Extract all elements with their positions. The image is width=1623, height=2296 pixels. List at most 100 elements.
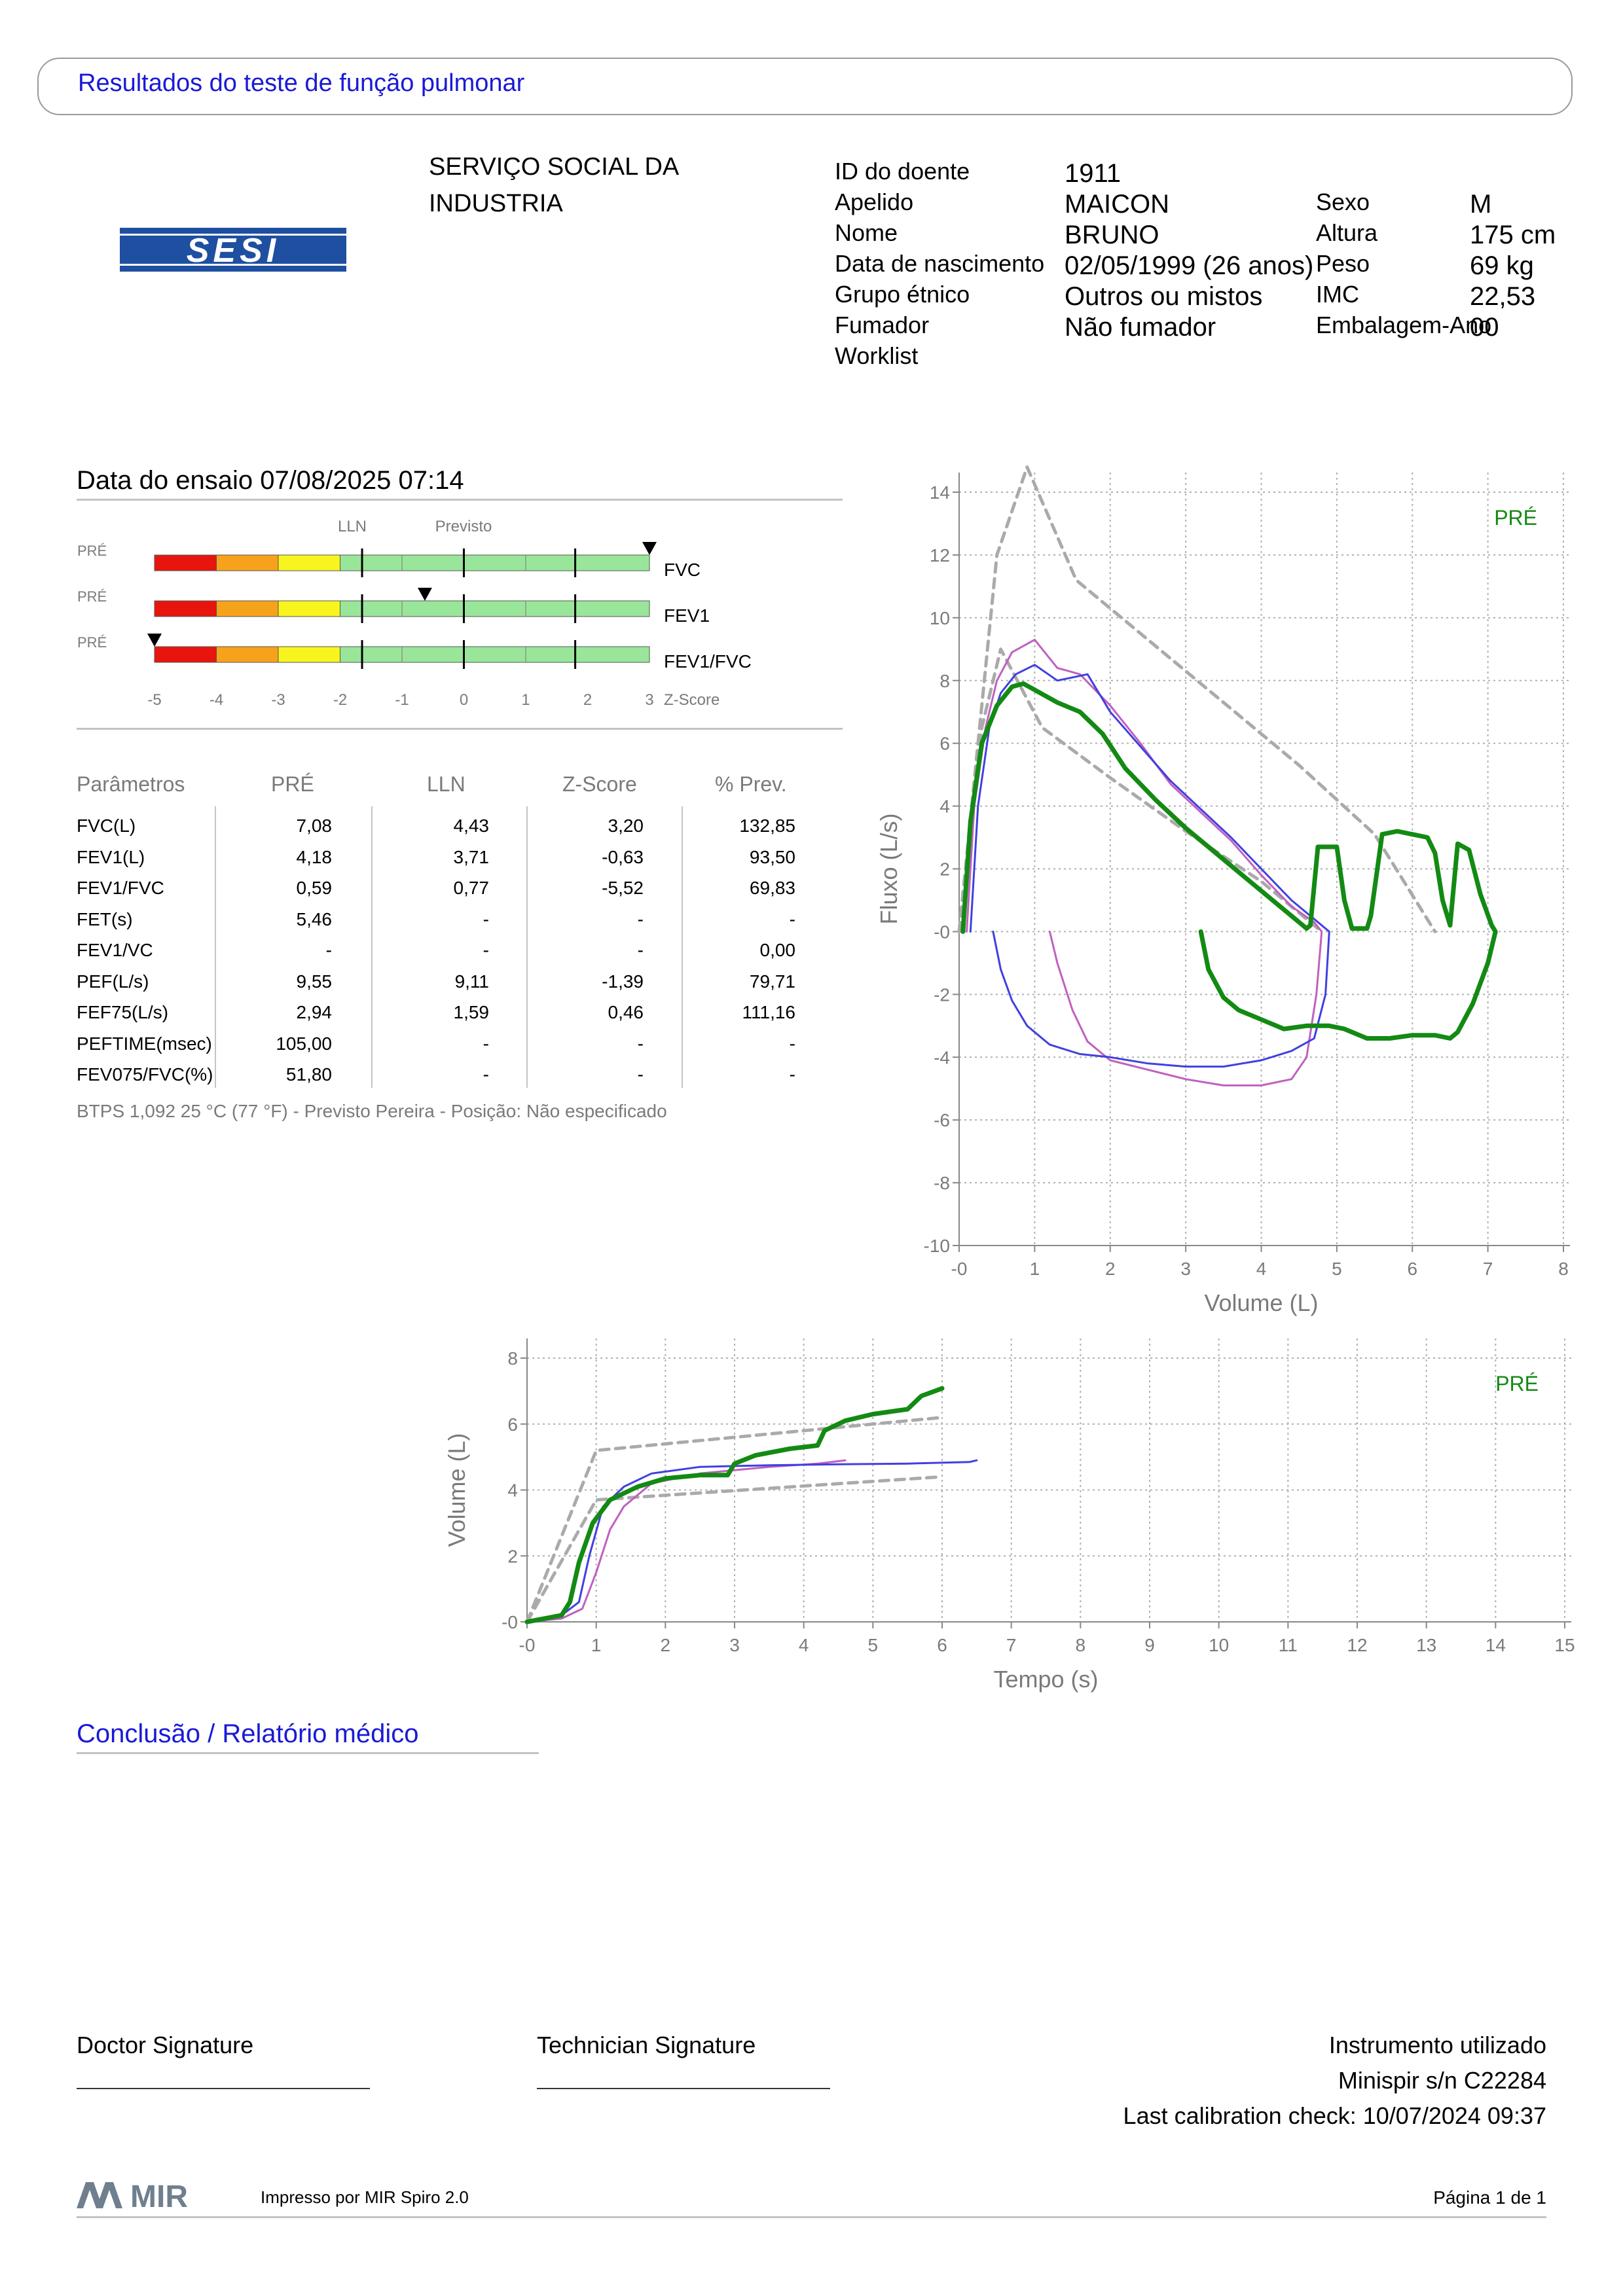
param-header-name: Parâmetros: [77, 772, 185, 796]
param-lln: -: [483, 908, 489, 929]
patient-weight: 69 kg: [1470, 251, 1534, 280]
y-tick-label: -0: [501, 1612, 518, 1632]
zscore-band: [154, 600, 217, 617]
x-tick-label: 7: [1006, 1635, 1017, 1655]
patient-birthdate: 02/05/1999 (26 anos): [1065, 251, 1314, 280]
x-tick-label: 11: [1279, 1635, 1298, 1655]
y-tick-label: 4: [507, 1480, 518, 1501]
param-pre: 9,55: [296, 971, 333, 992]
param-prev: 132,85: [739, 816, 795, 836]
patient-smoker: Não fumador: [1065, 313, 1216, 342]
predicted-curve: [957, 647, 1324, 933]
measured-curve: [966, 638, 1323, 1086]
zscore-band: [278, 554, 340, 571]
param-zscore: -5,52: [602, 878, 644, 898]
param-name: FET(s): [77, 908, 133, 929]
x-tick-label: 12: [1347, 1635, 1367, 1655]
column-divider: [371, 806, 373, 1088]
patient-sex: M: [1470, 190, 1492, 219]
technician-signature-line: [537, 2088, 830, 2089]
param-lln: -: [483, 940, 489, 960]
param-name: FVC(L): [77, 816, 136, 836]
param-zscore: -0,63: [602, 846, 644, 867]
zscore-band: [278, 646, 340, 663]
zscore-tick-label: 0: [460, 691, 468, 709]
param-pre: -: [325, 940, 332, 960]
divider: [77, 499, 843, 501]
zscore-parameter-label: FEV1/FVC: [664, 651, 752, 672]
y-tick-label: -6: [934, 1110, 950, 1130]
param-pre: 2,94: [296, 1002, 333, 1022]
predicted-curve: [957, 465, 1437, 933]
conclusion-title: Conclusão / Relatório médico: [77, 1719, 419, 1748]
measured-curve: [526, 1459, 847, 1623]
report-header: Resultados do teste de função pulmonar: [37, 58, 1573, 115]
param-pre: 51,80: [285, 1064, 332, 1085]
param-header-pre: PRÉ: [271, 772, 314, 796]
param-zscore: -: [637, 908, 644, 929]
test-date: Data do ensaio 07/08/2025 07:14: [77, 466, 464, 495]
patient-id: 1911: [1065, 159, 1122, 188]
doctor-signature-line: [77, 2088, 370, 2089]
footer-divider: [77, 2216, 1546, 2218]
x-tick-label: 7: [1483, 1259, 1493, 1279]
measured-curve: [960, 681, 1498, 1041]
param-zscore: -: [637, 1064, 644, 1085]
param-lln: 1,59: [453, 1002, 490, 1022]
x-tick-label: 3: [729, 1635, 740, 1655]
svg-text:MIR: MIR: [130, 2179, 188, 2211]
y-tick-label: 6: [939, 734, 950, 754]
param-name: PEF(L/s): [77, 971, 149, 992]
param-pre: 5,46: [296, 908, 333, 929]
instrument-model: Minispir s/n C22284: [1338, 2067, 1546, 2094]
patient-labels: ID do doente Apelido Nome Data de nascim…: [835, 156, 1044, 371]
x-tick-label: 6: [937, 1635, 947, 1655]
sesi-logo: SESI: [120, 228, 346, 272]
instrument-label: Instrumento utilizado: [1328, 2032, 1546, 2058]
patient-label: Nome: [835, 219, 898, 246]
x-tick-label: 9: [1144, 1635, 1155, 1655]
y-tick-label: 8: [939, 671, 950, 691]
param-name: FEV1/VC: [77, 940, 153, 960]
param-lln: 9,11: [454, 971, 489, 992]
column-divider: [526, 806, 528, 1088]
zscore-tick-label: -4: [210, 691, 223, 709]
patient-label: Fumador: [835, 312, 930, 338]
zscore-tick-label: -2: [333, 691, 347, 709]
zscore-tick-label: 1: [521, 691, 530, 709]
y-tick-label: 4: [939, 797, 950, 817]
x-tick-label: 3: [1180, 1259, 1191, 1279]
zscore-band: [340, 646, 650, 663]
zscore-phase-label: PRÉ: [77, 543, 107, 559]
zscore-marker: [147, 634, 162, 647]
column-divider: [682, 806, 683, 1088]
param-lln: 3,71: [453, 846, 490, 867]
chart-annotation: PRÉ: [1494, 506, 1537, 529]
chart-annotation: PRÉ: [1495, 1372, 1539, 1395]
parameters-table: Parâmetros PRÉ LLN Z-Score % Prev. FVC(L…: [77, 772, 843, 1093]
patient-label: Embalagem-Ano: [1316, 312, 1492, 338]
btps-note: BTPS 1,092 25 °C (77 °F) - Previsto Pere…: [77, 1101, 667, 1121]
zscore-band: [340, 554, 650, 571]
patient-values: 1911 MAICON BRUNO 02/05/1999 (26 anos) O…: [1065, 158, 1313, 343]
measured-curve: [969, 664, 1330, 1068]
patient-label: Sexo: [1316, 188, 1370, 215]
y-axis-title: Volume (L): [443, 1433, 470, 1547]
organization-name: SERVIÇO SOCIAL DA INDUSTRIA: [429, 149, 679, 222]
param-prev: 0,00: [759, 940, 796, 960]
x-tick-label: -0: [951, 1259, 968, 1279]
y-tick-label: 10: [930, 608, 950, 628]
param-lln: 4,43: [453, 816, 490, 836]
patient-surname: MAICON: [1065, 190, 1169, 219]
zscore-marker: [417, 588, 432, 601]
patient-label: Peso: [1316, 250, 1370, 277]
x-tick-label: 8: [1558, 1259, 1569, 1279]
patient-label: ID do doente: [835, 158, 970, 185]
divider: [77, 1752, 539, 1754]
doctor-signature-label: Doctor Signature: [77, 2032, 254, 2058]
param-prev: 79,71: [749, 971, 795, 992]
param-lln: -: [483, 1033, 489, 1054]
svg-text:SESI: SESI: [187, 232, 280, 270]
